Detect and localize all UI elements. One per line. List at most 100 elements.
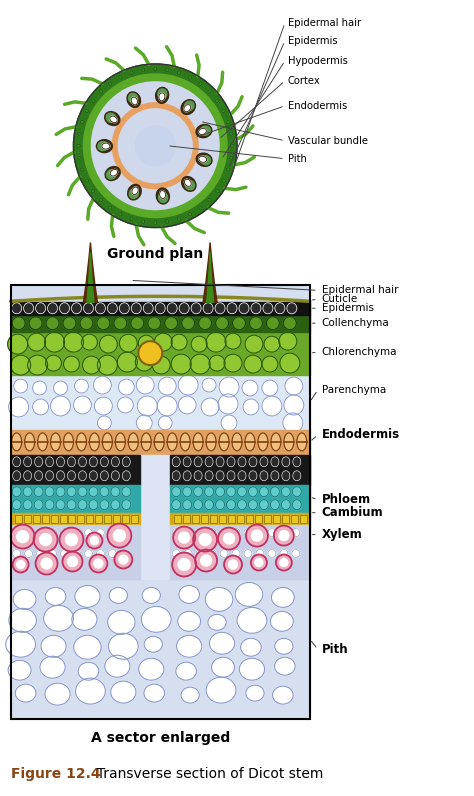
Ellipse shape	[227, 500, 236, 509]
Ellipse shape	[237, 500, 246, 509]
Ellipse shape	[118, 379, 134, 395]
Ellipse shape	[296, 472, 306, 482]
Ellipse shape	[229, 132, 233, 135]
Circle shape	[91, 82, 219, 209]
Ellipse shape	[76, 144, 81, 147]
Ellipse shape	[111, 470, 119, 481]
Text: Pith: Pith	[288, 154, 307, 164]
Ellipse shape	[131, 457, 141, 466]
Ellipse shape	[102, 433, 112, 451]
Bar	[170, 513, 310, 525]
Ellipse shape	[220, 549, 228, 557]
Ellipse shape	[201, 398, 219, 416]
Ellipse shape	[284, 433, 294, 451]
Bar	[51, 515, 57, 523]
Ellipse shape	[171, 354, 191, 374]
Ellipse shape	[219, 377, 239, 397]
Ellipse shape	[98, 416, 111, 430]
Ellipse shape	[238, 539, 248, 548]
Bar	[210, 515, 217, 523]
Ellipse shape	[178, 473, 188, 482]
Ellipse shape	[12, 523, 22, 533]
Ellipse shape	[100, 500, 109, 509]
Ellipse shape	[131, 521, 141, 532]
Ellipse shape	[222, 179, 226, 182]
Ellipse shape	[237, 486, 246, 497]
Ellipse shape	[154, 220, 157, 224]
Ellipse shape	[248, 486, 257, 497]
Ellipse shape	[208, 198, 211, 202]
Ellipse shape	[262, 380, 278, 396]
Ellipse shape	[84, 549, 92, 557]
Bar	[95, 515, 102, 523]
Ellipse shape	[159, 93, 165, 101]
Ellipse shape	[118, 457, 128, 466]
Ellipse shape	[128, 185, 141, 200]
Ellipse shape	[268, 549, 276, 557]
Ellipse shape	[203, 302, 213, 314]
Circle shape	[83, 74, 227, 217]
Ellipse shape	[102, 490, 112, 501]
Ellipse shape	[110, 170, 118, 176]
Ellipse shape	[11, 525, 35, 548]
Ellipse shape	[237, 607, 267, 634]
Ellipse shape	[94, 559, 103, 568]
Bar	[192, 515, 199, 523]
Ellipse shape	[208, 568, 218, 577]
Bar	[11, 332, 310, 375]
Ellipse shape	[13, 529, 21, 537]
Ellipse shape	[292, 486, 301, 497]
Ellipse shape	[122, 500, 131, 509]
Ellipse shape	[128, 93, 138, 103]
Ellipse shape	[67, 470, 75, 481]
Ellipse shape	[235, 552, 245, 563]
Ellipse shape	[87, 488, 98, 498]
Ellipse shape	[85, 507, 95, 517]
Ellipse shape	[284, 395, 304, 415]
Ellipse shape	[156, 188, 169, 204]
Ellipse shape	[67, 500, 76, 509]
Ellipse shape	[182, 317, 195, 330]
Ellipse shape	[131, 539, 141, 548]
Ellipse shape	[280, 549, 288, 557]
Ellipse shape	[252, 568, 262, 577]
Ellipse shape	[43, 552, 53, 561]
Ellipse shape	[233, 317, 246, 330]
Ellipse shape	[14, 458, 24, 469]
Circle shape	[112, 103, 198, 189]
Ellipse shape	[98, 142, 108, 150]
Ellipse shape	[245, 433, 255, 451]
Ellipse shape	[45, 486, 54, 497]
Bar	[255, 515, 262, 523]
Ellipse shape	[266, 317, 279, 330]
Ellipse shape	[24, 470, 32, 481]
Ellipse shape	[270, 500, 279, 509]
Ellipse shape	[114, 317, 127, 330]
Ellipse shape	[14, 379, 27, 393]
Text: Hypodermis: Hypodermis	[288, 56, 348, 66]
Ellipse shape	[43, 523, 53, 533]
Ellipse shape	[251, 555, 267, 571]
Ellipse shape	[235, 458, 245, 468]
Ellipse shape	[115, 433, 125, 451]
Ellipse shape	[255, 559, 263, 567]
Polygon shape	[87, 252, 94, 302]
Ellipse shape	[160, 190, 165, 198]
Text: Endodermis: Endodermis	[288, 101, 347, 111]
Ellipse shape	[292, 529, 300, 537]
Ellipse shape	[34, 486, 43, 497]
Ellipse shape	[72, 302, 82, 314]
Ellipse shape	[182, 486, 191, 497]
Ellipse shape	[252, 553, 262, 564]
Ellipse shape	[244, 529, 252, 537]
Bar	[264, 515, 271, 523]
Ellipse shape	[191, 474, 201, 484]
Ellipse shape	[64, 356, 80, 372]
Ellipse shape	[67, 486, 76, 497]
Ellipse shape	[79, 470, 86, 481]
Ellipse shape	[118, 539, 128, 548]
Bar	[11, 430, 310, 455]
Ellipse shape	[155, 302, 165, 314]
Circle shape	[118, 109, 192, 182]
Ellipse shape	[36, 529, 45, 537]
